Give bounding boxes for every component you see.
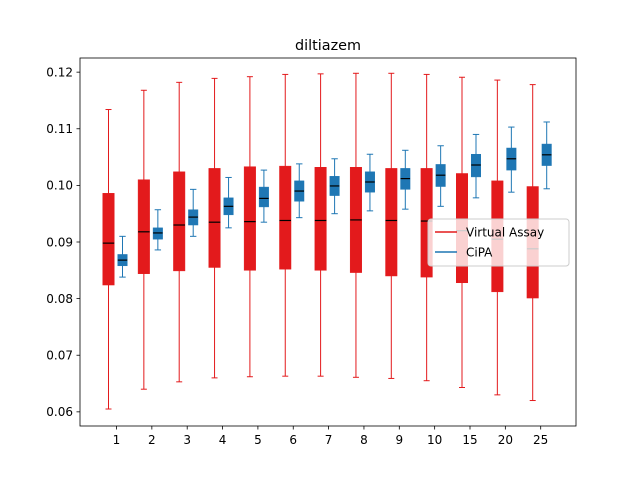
cipa-box-5	[258, 169, 269, 223]
virtual-assay-box-7	[314, 73, 327, 377]
cipa-box-4	[223, 176, 234, 229]
x-tick-label: 20	[498, 433, 513, 447]
legend-label-cipa: CiPA	[466, 245, 493, 259]
x-tick-label: 8	[360, 433, 368, 447]
legend: Virtual Assay CiPA	[427, 218, 570, 267]
virtual-assay-box-2	[137, 89, 150, 390]
virtual-assay-box-5	[243, 76, 256, 378]
x-tick-label: 2	[148, 433, 156, 447]
x-tick-label: 10	[427, 433, 442, 447]
chart-title: diltiazem	[295, 38, 361, 54]
y-tick-label: 0.11	[46, 122, 73, 136]
virtual-assay-box-1	[102, 109, 115, 410]
legend-label-virtual-assay: Virtual Assay	[466, 225, 544, 239]
x-axis: 1 2 3 4 5 6 7 8 9 10 15 20 25	[113, 426, 548, 447]
cipa-box-10	[435, 145, 446, 207]
virtual-assay-iqr-box	[137, 179, 150, 274]
virtual-assay-box-9	[385, 72, 398, 379]
cipa-box-2	[152, 209, 163, 251]
cipa-box-1	[117, 235, 128, 278]
virtual-assay-iqr-box	[385, 168, 398, 277]
x-tick-label: 1	[113, 433, 121, 447]
y-tick-label: 0.08	[46, 292, 73, 306]
y-tick-label: 0.06	[46, 405, 73, 419]
cipa-box-15	[471, 133, 481, 199]
virtual-assay-iqr-box	[173, 171, 186, 272]
x-tick-label: 15	[462, 433, 477, 447]
y-tick-label: 0.12	[46, 65, 73, 79]
x-tick-label: 3	[183, 433, 191, 447]
virtual-assay-box-3	[173, 81, 186, 383]
legend-box	[427, 218, 570, 267]
cipa-box-8	[364, 153, 375, 212]
virtual-assay-box-8	[349, 72, 362, 378]
virtual-assay-iqr-box	[279, 165, 292, 270]
cipa-box-3	[188, 188, 199, 237]
virtual-assay-iqr-box	[314, 167, 327, 271]
y-tick-label: 0.07	[46, 349, 73, 363]
x-tick-label: 5	[254, 433, 262, 447]
cipa-box-9	[400, 149, 411, 210]
cipa-box-6	[294, 163, 305, 219]
cipa-box-7	[329, 158, 340, 215]
virtual-assay-box-4	[208, 77, 221, 379]
cipa-box-20	[506, 126, 517, 193]
x-tick-label: 9	[395, 433, 403, 447]
y-axis: 0.06 0.07 0.08 0.09 0.10 0.11 0.12	[46, 65, 80, 419]
virtual-assay-iqr-box	[102, 193, 115, 286]
x-tick-label: 4	[219, 433, 227, 447]
x-tick-label: 6	[289, 433, 297, 447]
virtual-assay-iqr-box	[243, 166, 256, 271]
y-tick-label: 0.10	[46, 179, 73, 193]
x-tick-label: 7	[325, 433, 333, 447]
cipa-series	[117, 121, 552, 278]
virtual-assay-iqr-box	[208, 168, 221, 268]
y-tick-label: 0.09	[46, 235, 73, 249]
cipa-iqr-box	[258, 186, 269, 208]
cipa-box-25	[541, 121, 552, 190]
x-tick-label: 25	[533, 433, 548, 447]
virtual-assay-box-6	[279, 73, 292, 377]
